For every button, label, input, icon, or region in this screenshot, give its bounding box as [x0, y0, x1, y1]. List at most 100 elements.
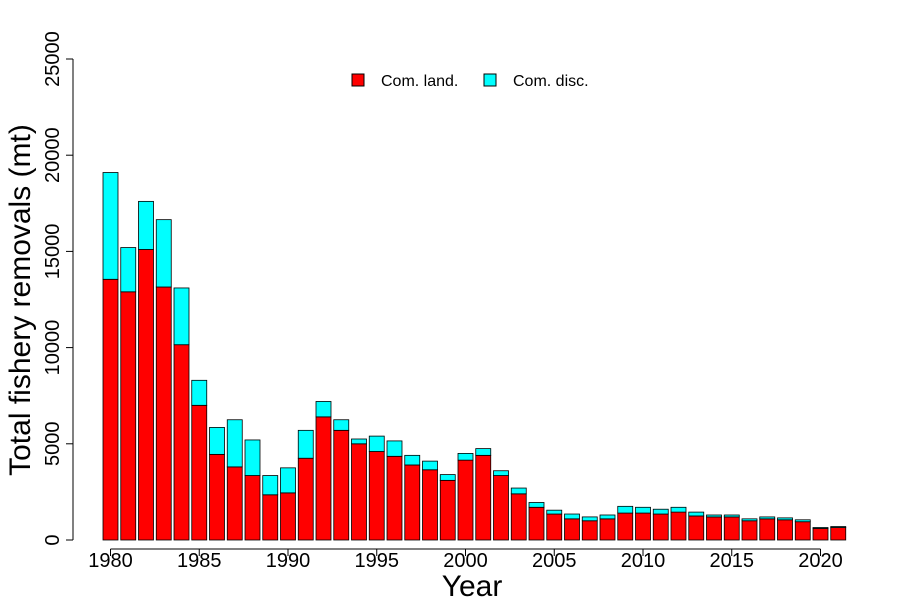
bar-com-land-1999 — [439, 479, 456, 541]
bar-com-disc-1999 — [439, 474, 456, 481]
bar-com-land-2013 — [688, 515, 705, 541]
x-tick-label: 2020 — [798, 550, 843, 572]
bar-com-disc-2008 — [599, 514, 616, 520]
legend-swatch — [351, 73, 365, 87]
bar-com-land-1996 — [386, 455, 403, 541]
bar-com-disc-1990 — [280, 467, 296, 494]
x-tick-label: 1985 — [177, 550, 222, 572]
bar-com-disc-2000 — [457, 453, 474, 461]
x-axis: 1980 1985 1990 1995 2000 2005 2010 2015 2020 — [88, 548, 843, 572]
bar-com-disc-1996 — [386, 440, 403, 457]
bar-com-land-2011 — [652, 513, 669, 541]
bar-com-disc-1997 — [404, 454, 421, 466]
bar-com-land-2009 — [617, 512, 634, 541]
bar-com-disc-2001 — [475, 448, 492, 456]
y-tick-label: 15000 — [42, 224, 64, 280]
bars — [102, 172, 847, 541]
bar-com-land-1981 — [120, 291, 137, 541]
bar-com-land-1998 — [422, 469, 438, 541]
bar-com-disc-1987 — [226, 419, 243, 468]
bar-com-disc-1982 — [138, 200, 154, 250]
bar-com-land-2018 — [777, 519, 793, 541]
bar-com-land-1986 — [209, 453, 225, 541]
bar-com-land-2005 — [546, 513, 563, 541]
bar-com-land-2006 — [564, 518, 580, 541]
y-axis-title: Total fishery removals (mt) — [4, 124, 37, 476]
x-tick-label: 2015 — [710, 550, 755, 572]
bar-com-disc-1986 — [209, 427, 225, 455]
y-tick-label: 20000 — [42, 127, 64, 183]
bar-com-land-1982 — [138, 249, 154, 541]
x-tick-label: 2010 — [621, 550, 666, 572]
y-tick-label: 5000 — [42, 422, 64, 467]
bar-com-land-1989 — [262, 494, 279, 541]
bar-com-disc-2003 — [510, 487, 527, 495]
bar-com-disc-2011 — [652, 508, 669, 515]
x-tick-label: 1980 — [88, 550, 133, 572]
bar-com-disc-2021 — [830, 526, 847, 528]
bar-com-land-1983 — [155, 286, 172, 541]
bar-com-land-2016 — [741, 520, 758, 541]
bar-com-land-1990 — [280, 492, 296, 541]
y-axis: 0 5000 10000 15000 20000 25000 — [42, 31, 74, 546]
bar-com-land-1995 — [368, 451, 385, 541]
bar-com-land-2017 — [759, 518, 776, 541]
bar-com-land-2003 — [510, 493, 527, 541]
bar-com-land-1987 — [226, 466, 243, 541]
bar-com-land-1994 — [351, 443, 367, 541]
bar-com-disc-2009 — [617, 505, 634, 514]
bar-com-land-1992 — [315, 416, 332, 541]
bar-com-disc-2012 — [670, 506, 687, 513]
x-axis-title: Year — [442, 570, 503, 600]
x-tick-label: 1995 — [355, 550, 400, 572]
bar-com-land-2010 — [635, 512, 651, 541]
legend-label: Com. land. — [381, 73, 458, 90]
bar-com-disc-2019 — [794, 519, 811, 523]
bar-com-disc-2002 — [493, 470, 509, 476]
bar-com-land-2004 — [528, 506, 545, 541]
legend-label: Com. disc. — [513, 73, 589, 90]
bar-com-land-2008 — [599, 518, 616, 541]
y-tick-label: 25000 — [42, 31, 64, 87]
bar-com-land-2000 — [457, 459, 474, 541]
bar-com-disc-1983 — [155, 219, 172, 288]
bar-com-disc-2017 — [759, 516, 776, 520]
bar-com-disc-2010 — [635, 506, 651, 514]
bar-com-land-2001 — [475, 454, 492, 541]
bar-com-land-2021 — [830, 527, 847, 541]
bar-com-land-2015 — [723, 516, 740, 541]
bar-com-land-1988 — [244, 475, 261, 541]
legend-swatch — [483, 73, 497, 87]
bar-com-disc-2018 — [777, 517, 793, 521]
bar-com-land-1997 — [404, 464, 421, 541]
bar-com-disc-2014 — [706, 514, 722, 518]
bar-com-land-2020 — [812, 528, 829, 541]
bar-com-disc-1988 — [244, 439, 261, 476]
bar-com-disc-2004 — [528, 502, 545, 508]
bar-com-land-2002 — [493, 475, 509, 541]
bar-com-disc-1995 — [368, 435, 385, 452]
bar-com-disc-2015 — [723, 514, 740, 518]
bar-com-disc-1984 — [173, 287, 190, 346]
bar-com-disc-1994 — [351, 438, 367, 445]
bar-com-disc-1993 — [333, 419, 350, 431]
bar-com-disc-1998 — [422, 460, 438, 471]
x-tick-label: 2005 — [532, 550, 577, 572]
bar-com-land-1993 — [333, 429, 350, 541]
bar-com-disc-2005 — [546, 509, 563, 515]
bar-com-disc-1981 — [120, 247, 137, 293]
bar-com-disc-1985 — [191, 379, 208, 406]
bar-com-land-1985 — [191, 404, 208, 541]
bar-com-land-2014 — [706, 516, 722, 541]
bar-com-land-2012 — [670, 511, 687, 541]
bar-com-land-1991 — [297, 457, 314, 541]
bar-com-disc-1992 — [315, 401, 332, 418]
bar-com-disc-2013 — [688, 511, 705, 517]
x-tick-label: 1990 — [266, 550, 311, 572]
y-tick-label: 0 — [42, 534, 64, 545]
bar-com-land-1980 — [102, 278, 119, 541]
bar-com-disc-1991 — [297, 429, 314, 459]
bar-com-disc-2020 — [812, 527, 829, 529]
y-tick-label: 10000 — [42, 320, 64, 376]
